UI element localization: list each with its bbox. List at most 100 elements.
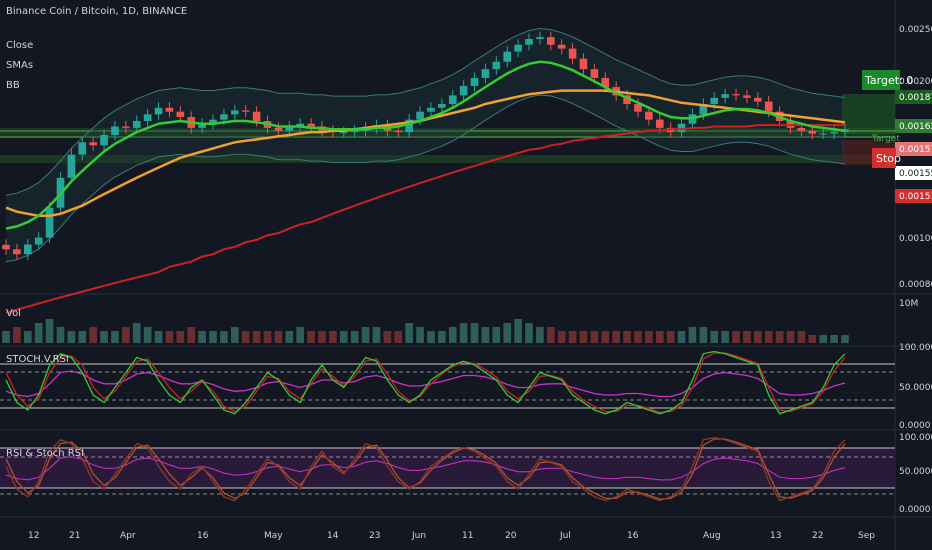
candle xyxy=(438,98,446,114)
price-tag-0: 0.0018707 xyxy=(899,93,932,103)
volume-bar xyxy=(241,331,250,343)
bb-fill xyxy=(6,28,845,262)
time-label-aug: Aug xyxy=(703,531,721,541)
candle xyxy=(557,39,566,55)
candle xyxy=(67,149,76,184)
volume-bar xyxy=(122,327,130,343)
bb-lower xyxy=(5,94,846,263)
volume-bar xyxy=(78,331,87,343)
volume-bar xyxy=(590,331,599,343)
volume-bar xyxy=(416,327,424,343)
legend-bb: BB xyxy=(6,80,20,91)
candle xyxy=(34,232,43,251)
candle-body xyxy=(677,123,686,133)
volume-bar xyxy=(830,335,838,343)
candle-body xyxy=(459,85,468,96)
candle xyxy=(296,118,305,133)
volume-bar xyxy=(100,331,108,343)
candle-body xyxy=(176,111,185,117)
volume-bar xyxy=(612,331,620,343)
volume-pane-label: Vol xyxy=(6,308,21,319)
candle-body xyxy=(514,44,522,52)
time-label-23: 23 xyxy=(369,531,380,541)
volume-bar xyxy=(220,331,228,343)
candle-body xyxy=(252,111,261,121)
price-tag-bg-1 xyxy=(895,119,932,133)
candle xyxy=(78,136,87,161)
candle-body xyxy=(557,44,566,49)
volume-bar xyxy=(339,331,348,343)
moving-averages xyxy=(5,60,846,314)
candle-body xyxy=(830,132,838,134)
candle xyxy=(405,114,413,138)
volume-bar xyxy=(394,331,403,343)
rsi-pane-label: RSI & Stoch RSI xyxy=(6,448,84,459)
candle xyxy=(743,89,751,104)
volume-bar xyxy=(263,331,272,343)
candle xyxy=(13,243,21,260)
volume-bar xyxy=(231,327,239,343)
candle xyxy=(514,39,522,58)
candle xyxy=(45,202,54,244)
green-zone-upper xyxy=(0,128,895,138)
candle-body xyxy=(470,77,479,86)
candle-body xyxy=(198,123,206,128)
candle xyxy=(154,102,163,120)
candle-body xyxy=(285,126,294,131)
volume-bar xyxy=(2,331,10,343)
volume-bar xyxy=(470,323,479,343)
volume-bar xyxy=(13,327,21,343)
target-small-label: Target xyxy=(871,134,900,144)
candle xyxy=(111,120,119,141)
time-label-11: 11 xyxy=(462,531,473,541)
volume-bar xyxy=(23,331,32,343)
volume-bar xyxy=(111,331,119,343)
volume-bar xyxy=(546,327,555,343)
volume-bar xyxy=(677,331,686,343)
legend-close: Close xyxy=(6,40,33,51)
symbol-title: Binance Coin / Bitcoin, 1D, BINANCE xyxy=(6,6,187,17)
volume-bar xyxy=(383,331,392,343)
candle-body xyxy=(579,58,588,70)
candle-body xyxy=(601,77,610,88)
volume-bar xyxy=(209,331,217,343)
candle xyxy=(100,129,108,151)
candle xyxy=(546,31,555,51)
candle xyxy=(241,104,250,118)
candle-body xyxy=(732,94,740,96)
volume-bar xyxy=(45,319,54,343)
volume-bar xyxy=(448,327,457,343)
candle-body xyxy=(416,111,424,120)
volume-bar xyxy=(34,323,43,343)
volume-bar xyxy=(252,331,261,343)
volume-bar xyxy=(655,331,664,343)
candle-body xyxy=(536,37,544,40)
candle-body xyxy=(481,69,490,78)
candle xyxy=(568,43,577,65)
candle-body xyxy=(819,133,828,135)
candle xyxy=(459,80,468,101)
volume-bar xyxy=(503,323,512,343)
volume-bar xyxy=(438,331,446,343)
volume-bar xyxy=(89,327,97,343)
candle-body xyxy=(699,104,708,115)
stoch-tick-50: 50.0000 xyxy=(899,383,932,393)
volume-bar xyxy=(775,331,784,343)
candle-body xyxy=(394,130,403,133)
candle-body xyxy=(645,111,653,120)
candle-body xyxy=(231,110,239,115)
stoch-k-line xyxy=(5,350,846,415)
candle-body xyxy=(132,120,141,128)
candle xyxy=(492,56,501,75)
time-label-21: 21 xyxy=(69,531,80,541)
volume-bar xyxy=(318,331,326,343)
candle xyxy=(165,102,174,118)
candle-body xyxy=(241,110,250,112)
candle-body xyxy=(743,95,751,98)
candle-body xyxy=(209,119,217,124)
candle-body xyxy=(23,244,32,255)
candle-body xyxy=(339,132,348,134)
candle xyxy=(819,128,828,140)
volume-bar xyxy=(536,327,544,343)
